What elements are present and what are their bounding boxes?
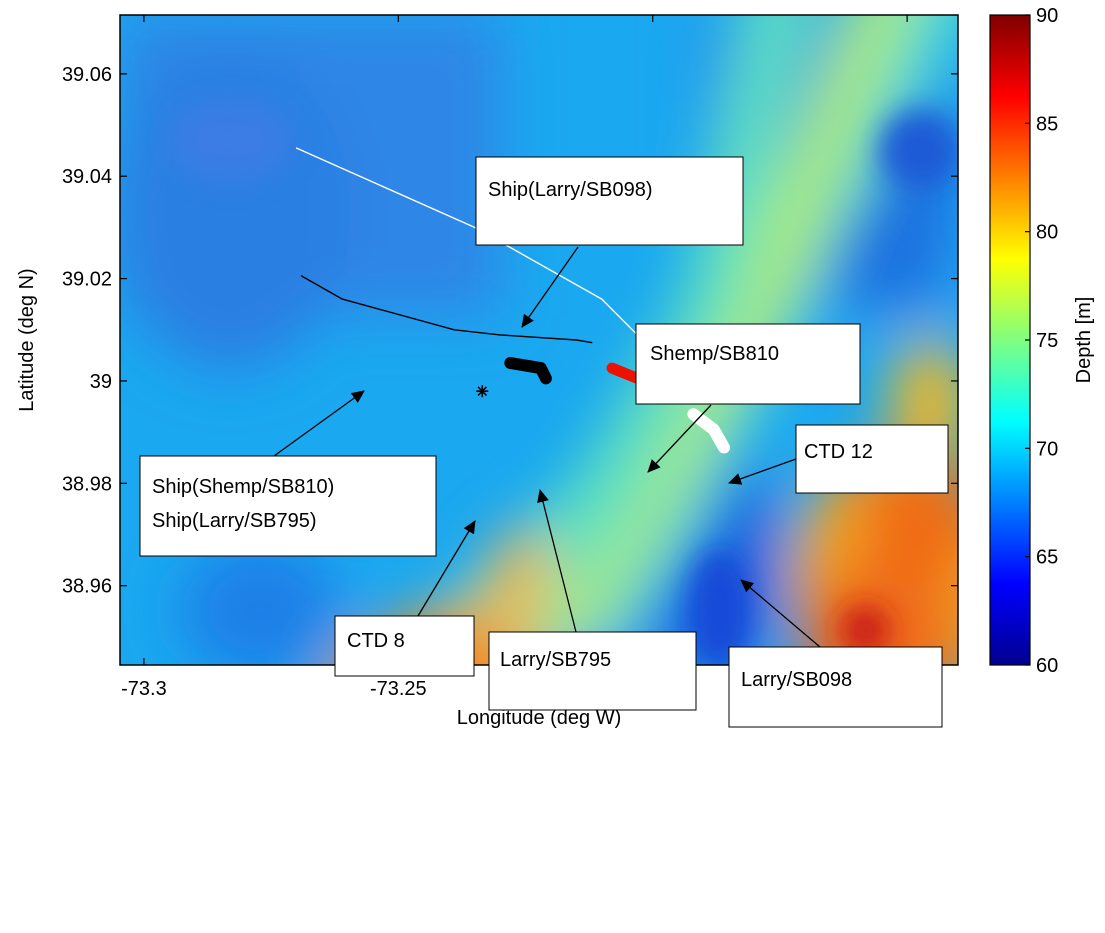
annotation-text: Ship(Larry/SB098) xyxy=(488,179,653,201)
annotation-arrow xyxy=(728,458,797,485)
colorbar-tick-label: 70 xyxy=(1036,438,1058,460)
x-tick-label: -73.25 xyxy=(370,678,427,700)
y-tick-label: 38.96 xyxy=(62,576,112,598)
colorbar-tick-label: 85 xyxy=(1036,113,1058,135)
y-tick-label: 39.04 xyxy=(62,166,112,188)
y-axis-label: Latitude (deg N) xyxy=(16,268,38,411)
colorbar-tick-label: 60 xyxy=(1036,655,1058,677)
y-tick-label: 39 xyxy=(90,371,112,393)
annotation-arrow xyxy=(740,579,821,648)
depth-colorbar: 90 85 80 75 70 65 60 Depth [m] xyxy=(989,5,1095,677)
annotation-ctd-12: CTD 12 xyxy=(728,424,949,494)
annotation-text-line2: Ship(Larry/SB795) xyxy=(152,510,317,532)
annotation-text: Shemp/SB810 xyxy=(650,343,779,365)
annotation-larry-sb098: Larry/SB098 xyxy=(728,579,943,728)
annotation-arrow xyxy=(273,390,365,457)
annotation-text: Larry/SB098 xyxy=(741,669,852,691)
x-tick-label: -73.3 xyxy=(121,678,167,700)
colorbar-gradient xyxy=(989,14,1031,666)
annotation-text: CTD 12 xyxy=(804,441,873,463)
y-tick-label: 39.06 xyxy=(62,64,112,86)
annotation-layer: Ship(Larry/SB098) Shemp/SB810 Ship(Shemp… xyxy=(139,156,949,728)
y-tick-label: 39.02 xyxy=(62,269,112,291)
colorbar-tick-label: 80 xyxy=(1036,222,1058,244)
track-ship-shemp-sb810-larry-sb795 xyxy=(300,275,593,344)
track-larry-sb795 xyxy=(504,357,552,385)
colorbar-tick-label: 75 xyxy=(1036,330,1058,352)
annotation-arrow xyxy=(537,489,577,633)
annotation-ship-larry-sb098: Ship(Larry/SB098) xyxy=(475,156,744,328)
annotation-arrow xyxy=(521,246,579,328)
colorbar-tick-label: 65 xyxy=(1036,547,1058,569)
annotation-text: CTD 8 xyxy=(347,630,405,652)
annotation-larry-sb795: Larry/SB795 xyxy=(488,489,697,711)
annotation-ship-shemp-sb810: Ship(Shemp/SB810) Ship(Larry/SB795) xyxy=(139,390,437,557)
colorbar-tick-label: 90 xyxy=(1036,5,1058,27)
y-tick-marks xyxy=(120,73,958,587)
bathymetry-field xyxy=(120,15,958,665)
annotation-text: Larry/SB795 xyxy=(500,649,611,671)
annotation-text-line1: Ship(Shemp/SB810) xyxy=(152,476,334,498)
annotation-arrow xyxy=(647,404,712,473)
annotation-ctd-8: CTD 8 xyxy=(334,520,476,677)
annotation-shemp-sb810: Shemp/SB810 xyxy=(635,323,861,473)
y-tick-label: 38.98 xyxy=(62,473,112,495)
annotation-arrow xyxy=(417,520,476,617)
y-tick-labels: 39.06 39.04 39.02 39 38.98 38.96 xyxy=(62,64,112,598)
track-larry-sb098 xyxy=(687,408,730,454)
colorbar-ticks: 90 85 80 75 70 65 60 xyxy=(1025,5,1058,677)
station-ctd-8-marker xyxy=(476,385,489,398)
colorbar-label: Depth [m] xyxy=(1073,297,1095,384)
x-axis-label: Longitude (deg W) xyxy=(457,707,622,729)
